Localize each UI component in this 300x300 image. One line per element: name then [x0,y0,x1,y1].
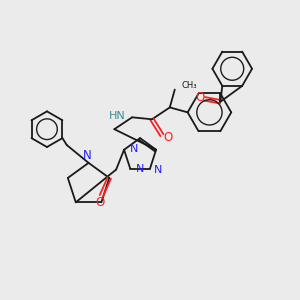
Text: N: N [130,144,138,154]
Text: O: O [96,196,105,209]
Text: CH₃: CH₃ [182,81,197,90]
Text: N: N [154,165,162,175]
Text: HN: HN [109,111,125,121]
Text: N: N [83,149,92,162]
Text: N: N [136,164,145,174]
Text: O: O [195,91,204,104]
Text: O: O [163,130,172,144]
